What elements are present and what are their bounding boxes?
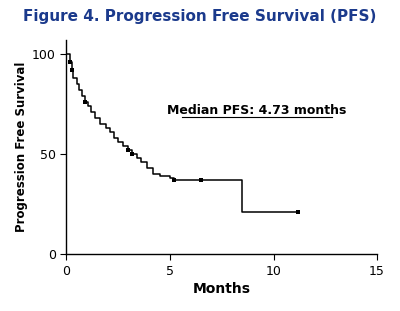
X-axis label: Months: Months bbox=[193, 282, 251, 296]
Y-axis label: Progression Free Survival: Progression Free Survival bbox=[15, 62, 28, 232]
Text: Median PFS: 4.73 months: Median PFS: 4.73 months bbox=[167, 104, 347, 117]
Text: Figure 4. Progression Free Survival (PFS): Figure 4. Progression Free Survival (PFS… bbox=[23, 9, 377, 24]
